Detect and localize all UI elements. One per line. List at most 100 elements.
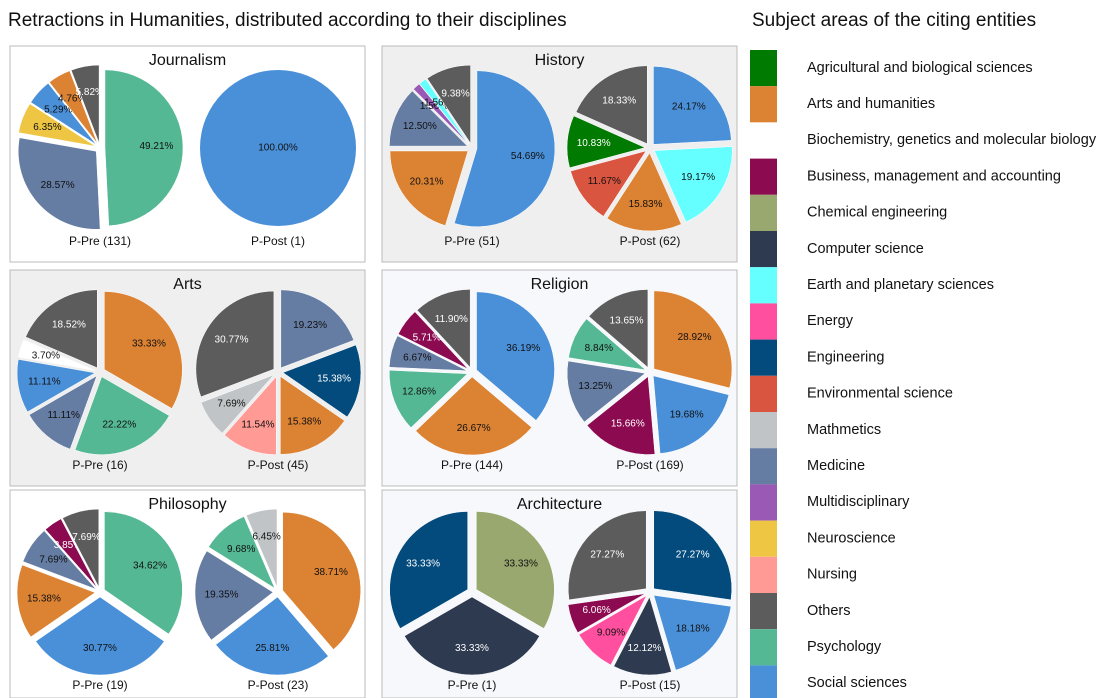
slice-label: 6.45% (252, 531, 280, 542)
slice-label: 28.57% (41, 180, 75, 191)
slice-label: 36.19% (506, 343, 540, 354)
slice-label: 8.84% (585, 343, 613, 354)
pie-label: P-Post (15) (620, 678, 681, 692)
legend-swatch (750, 339, 777, 376)
slice-label: 15.38% (27, 593, 61, 604)
legend-swatch (750, 448, 777, 485)
pie-label: P-Post (62) (620, 234, 681, 248)
pie-slice (397, 311, 469, 370)
legend-label: Energy (807, 313, 854, 329)
legend-label: Biochemistry, genetics and molecular bio… (807, 132, 1097, 148)
legend-swatch (750, 520, 777, 557)
slice-label: 33.33% (132, 338, 166, 349)
pie-slice (652, 375, 730, 454)
slice-label: 25.81% (255, 643, 289, 654)
pie-slice (208, 516, 276, 589)
legend-label: Neuroscience (807, 530, 896, 546)
pie-slice (18, 339, 96, 371)
legend-swatch (750, 231, 777, 268)
slice-label: 6.35% (33, 122, 61, 133)
pie-slice (566, 115, 646, 169)
slice-label: 6.06% (582, 605, 610, 616)
pie-slice (70, 64, 100, 144)
slice-label: 12.86% (402, 386, 436, 397)
legend-label: Psychology (807, 639, 882, 655)
pie-slice (45, 518, 98, 589)
legend-label: Arts and humanities (807, 96, 935, 112)
slice-label: 34.62% (133, 560, 167, 571)
slice-label: 7.69% (39, 555, 67, 566)
legend-label: Social sciences (807, 675, 907, 691)
pie-slice (389, 369, 468, 429)
legend-title: Subject areas of the citing entities (752, 10, 1036, 31)
slice-label: 19.35% (205, 589, 239, 600)
pie-slice (476, 511, 555, 629)
pie-slice (567, 593, 646, 633)
pie-slice (224, 376, 277, 455)
pie-slice (104, 291, 183, 409)
slice-label: 7.69% (72, 532, 100, 543)
slice-label: 13.65% (610, 315, 644, 326)
slice-label: 11.54% (241, 419, 274, 430)
pie-slice (566, 360, 646, 423)
pie-slice (104, 69, 184, 227)
slice-label: 33.33% (455, 643, 489, 654)
legend-label: Mathmetics (807, 422, 881, 438)
pie-slice (606, 152, 682, 232)
pie-slice (22, 530, 97, 590)
pie-slice (30, 82, 97, 145)
slice-label: 15.38% (317, 373, 351, 384)
pie-slice (388, 335, 468, 371)
slice-label: 3.70% (32, 350, 60, 361)
slice-label: 100.00% (258, 143, 298, 154)
slice-label: 27.27% (590, 550, 624, 561)
slice-label: 18.52% (52, 319, 86, 330)
pie-slice (588, 289, 649, 368)
legend-label: Engineering (807, 349, 884, 365)
pie-slice (280, 289, 355, 369)
pie-slice (389, 150, 469, 226)
legend-label: Business, management and accounting (807, 168, 1061, 184)
pie-label: P-Pre (131) (69, 234, 131, 248)
pie-slice (653, 290, 733, 389)
pie-slice (404, 596, 540, 676)
pie-slice (389, 90, 468, 147)
legend-label: Others (807, 603, 851, 619)
pie-slice (413, 83, 469, 145)
slice-label: 54.69% (511, 151, 545, 162)
pie-slice (613, 596, 672, 676)
slice-label: 26.67% (457, 423, 491, 434)
slice-label: 24.17% (672, 102, 706, 113)
pie-slice (476, 291, 555, 421)
slice-label: 5.29% (44, 105, 72, 116)
slice-label: 12.50% (403, 121, 437, 132)
panel-title: History (535, 52, 585, 69)
legend-swatch (750, 665, 777, 698)
legend-swatch (750, 629, 777, 666)
pie-slice (28, 375, 98, 450)
legend-swatch (750, 86, 777, 123)
pie-slice (578, 594, 648, 666)
panel-title: Arts (173, 276, 201, 293)
pie-slice (453, 70, 556, 227)
slice-label: 9.38% (441, 89, 469, 100)
slice-label: 27.27% (676, 550, 710, 561)
slice-label: 33.33% (406, 558, 440, 569)
legend-label: Earth and planetary sciences (807, 277, 994, 293)
slice-label: 15.83% (629, 199, 663, 210)
slice-label: 5.82% (76, 87, 104, 98)
pie-slice (280, 375, 345, 455)
figure-title: Retractions in Humanities, distributed a… (8, 10, 567, 31)
slice-label: 11.90% (435, 314, 468, 325)
slice-label: 5.71% (413, 333, 441, 344)
legend-label: Computer science (807, 241, 924, 257)
pie-slice (653, 146, 733, 223)
legend-swatch (750, 194, 777, 231)
pie-slice (104, 511, 183, 635)
pie-label: P-Pre (51) (444, 234, 499, 248)
pie-slice (415, 376, 533, 456)
slice-label: 11.67% (588, 176, 621, 187)
pie-slice (575, 65, 648, 145)
legend-label: Nursing (807, 567, 857, 583)
